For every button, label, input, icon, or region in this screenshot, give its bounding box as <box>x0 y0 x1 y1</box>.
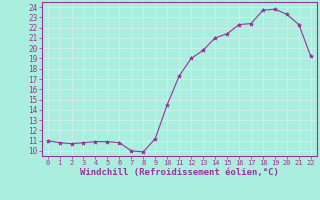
X-axis label: Windchill (Refroidissement éolien,°C): Windchill (Refroidissement éolien,°C) <box>80 168 279 177</box>
